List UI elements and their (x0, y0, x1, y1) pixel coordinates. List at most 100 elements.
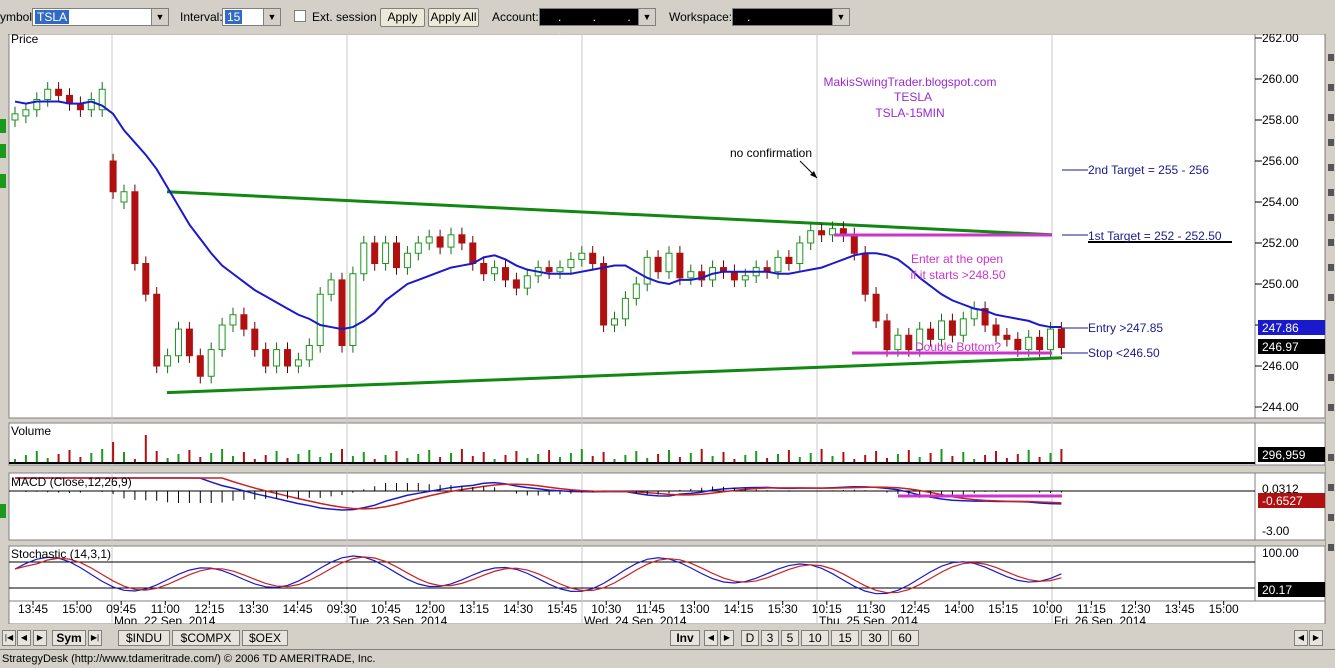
period-tab-d[interactable]: D (741, 630, 759, 646)
stochastic-panel[interactable] (8, 545, 1256, 602)
toolbar-icon[interactable] (1328, 374, 1334, 381)
annotation-target2: 2nd Target = 255 - 256 (1088, 163, 1209, 177)
period-tab-3[interactable]: 3 (761, 630, 779, 646)
toolbar-icon[interactable] (1328, 164, 1334, 171)
toolbar-icon[interactable] (1328, 544, 1334, 551)
tool-marker[interactable] (0, 174, 6, 188)
period-tab-30[interactable]: 30 (861, 630, 889, 646)
candle-body (447, 234, 455, 248)
moving-average-line (14, 100, 1062, 331)
sym-nav-icon[interactable]: ▶| (88, 630, 102, 646)
next-tab-icon[interactable]: ▶ (33, 630, 47, 646)
tool-marker[interactable] (0, 504, 6, 518)
volume-bar (678, 457, 681, 463)
toolbar-icon[interactable] (1328, 139, 1334, 146)
toolbar-icon[interactable] (1328, 189, 1334, 196)
candle-body (480, 263, 488, 275)
volume-bar (907, 450, 910, 463)
tab-inv[interactable]: Inv (670, 630, 700, 646)
workspace-combo[interactable]: . ▼ (732, 8, 850, 26)
time-tick-label: 14:15 (724, 602, 754, 616)
volume-bar (133, 459, 136, 463)
volume-bar (232, 456, 234, 463)
chevron-down-icon[interactable]: ▼ (832, 9, 849, 25)
apply-button[interactable]: Apply (380, 8, 425, 27)
inv-prev-icon[interactable]: ◀ (704, 630, 718, 646)
first-tab-icon[interactable]: |◀ (2, 630, 16, 646)
stochastic-k-line (14, 555, 1062, 595)
tab-indu[interactable]: $INDU (118, 630, 170, 646)
time-tick-label: 12:30 (1120, 602, 1150, 616)
interval-combo[interactable]: 15 ▼ (222, 8, 281, 26)
candle-body (883, 320, 891, 351)
symbol-label: ymbol: (0, 10, 36, 24)
toolbar-icon[interactable] (1328, 54, 1334, 61)
toolbar-icon[interactable] (1328, 114, 1334, 121)
volume-bar (123, 452, 125, 463)
candle-body (556, 267, 564, 273)
status-bar: StrategyDesk (http://www.tdameritrade.co… (0, 649, 1335, 667)
workspace-value: . (747, 10, 751, 24)
right-toolbar-icons (1328, 54, 1334, 551)
volume-bar (875, 451, 878, 463)
scroll-left-icon[interactable]: ◀ (1294, 630, 1308, 646)
apply-all-button[interactable]: Apply All (428, 8, 479, 27)
chart-area[interactable]: MakisSwingTrader.blogspot.com TESLA TSLA… (8, 31, 1326, 628)
volume-bar (264, 455, 267, 463)
tool-marker[interactable] (0, 144, 6, 158)
prev-tab-icon[interactable]: ◀ (17, 630, 31, 646)
macd-panel[interactable] (8, 472, 1256, 541)
candle-body (872, 293, 880, 322)
volume-bar (177, 454, 180, 463)
scroll-right-icon[interactable]: ▶ (1309, 630, 1323, 646)
candle-body (414, 242, 422, 254)
candlesticks (11, 82, 1065, 384)
chevron-down-icon[interactable]: ▼ (151, 9, 168, 25)
toolbar-icon[interactable] (1328, 214, 1334, 221)
ext-session-checkbox[interactable] (294, 10, 306, 22)
chevron-down-icon[interactable]: ▼ (638, 9, 655, 25)
toolbar-icon[interactable] (1328, 294, 1334, 301)
candle-body (818, 230, 826, 236)
date-label: Fri, 26 Sep, 2014 (1054, 614, 1146, 624)
tab-oex[interactable]: $OEX (242, 630, 288, 646)
candle-body (578, 252, 586, 260)
period-tab-60[interactable]: 60 (891, 630, 919, 646)
tab-sym[interactable]: Sym (52, 630, 86, 646)
volume-bar (384, 455, 387, 463)
candle-body (240, 314, 248, 330)
volume-bar (962, 452, 965, 463)
period-tab-15[interactable]: 15 (831, 630, 859, 646)
price-tick-label: 258.00 (1262, 113, 1299, 127)
tab-compx[interactable]: $COMPX (172, 630, 240, 646)
volume-panel[interactable] (8, 422, 1256, 466)
volume-bar (275, 451, 278, 463)
toolbar-icon[interactable] (1328, 84, 1334, 91)
toolbar-icon[interactable] (1328, 484, 1334, 491)
volume-bar (1016, 454, 1019, 463)
toolbar-icon[interactable] (1328, 514, 1334, 521)
annotation-entry: Entry >247.85 (1088, 321, 1163, 335)
candle-body (371, 242, 379, 264)
tool-marker[interactable] (0, 119, 6, 133)
toolbar-icon[interactable] (1328, 239, 1334, 246)
channel-lower-line[interactable] (166, 356, 1063, 395)
toolbar-icon[interactable] (1328, 264, 1334, 271)
price-panel[interactable] (8, 33, 1256, 419)
account-combo[interactable]: . . . . ▼ (539, 8, 656, 38)
channel-upper-line[interactable] (166, 190, 1053, 237)
period-tab-5[interactable]: 5 (781, 630, 799, 646)
volume-bar (450, 453, 452, 463)
chart-svg[interactable]: MakisSwingTrader.blogspot.com TESLA TSLA… (8, 31, 1326, 628)
toolbar-icon[interactable] (1328, 404, 1334, 411)
toolbar-icon[interactable] (1328, 454, 1334, 461)
volume-bar (613, 459, 616, 463)
price-tick-label: 254.00 (1262, 195, 1299, 209)
symbol-combo[interactable]: TSLA ▼ (32, 8, 169, 26)
candle-body (1057, 328, 1065, 349)
inv-next-icon[interactable]: ▶ (720, 630, 734, 646)
macd-layer (9, 477, 1255, 511)
period-tab-10[interactable]: 10 (801, 630, 829, 646)
volume-bar (624, 455, 627, 463)
chevron-down-icon[interactable]: ▼ (263, 9, 280, 25)
